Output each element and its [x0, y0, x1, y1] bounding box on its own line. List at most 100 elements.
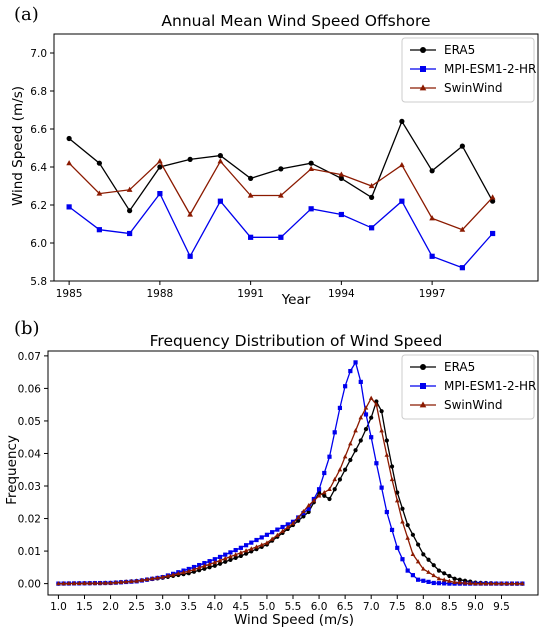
- panel-a-legend-label-1: MPI-ESM1-2-HR: [444, 62, 536, 76]
- panel-b-point-1: [421, 578, 426, 583]
- panel-a-point-1: [459, 265, 465, 271]
- panel-b-point-2: [108, 580, 113, 585]
- panel-b-point-0: [202, 566, 207, 571]
- panel-b-point-1: [442, 581, 447, 586]
- panel-a-point-1: [399, 198, 405, 204]
- panel-b-point-2: [82, 580, 87, 585]
- panel-b-point-0: [296, 518, 301, 523]
- panel-b-point-2: [285, 524, 291, 530]
- panel-b-title: Frequency Distribution of Wind Speed: [150, 332, 443, 350]
- panel-b-point-2: [207, 561, 212, 566]
- panel-b-point-2: [238, 550, 244, 555]
- panel-b-point-2: [389, 476, 395, 482]
- panel-a-series-line-1: [68, 192, 494, 269]
- panel-b-point-2: [61, 581, 66, 586]
- panel-b-frame: [47, 350, 539, 596]
- panel-a-point-2: [459, 226, 466, 232]
- panel-a-point-1: [490, 230, 496, 237]
- panel-b-point-0: [217, 561, 223, 566]
- panel-b-point-2: [473, 581, 478, 586]
- panel-b-point-2: [353, 428, 358, 433]
- panel-a-point-2: [338, 171, 345, 177]
- panel-b-point-0: [436, 568, 442, 573]
- panel-b-point-2: [452, 579, 457, 584]
- panel-b-point-2: [191, 566, 197, 572]
- panel-b-point-2: [348, 441, 353, 446]
- panel-b-point-2: [509, 581, 515, 586]
- panel-b-point-1: [389, 527, 395, 533]
- panel-b-series: [56, 360, 525, 586]
- panel-a-point-2: [187, 211, 193, 217]
- panel-a-ylabel: Wind Speed (m/s): [10, 86, 26, 206]
- panel-b-point-2: [321, 490, 327, 495]
- panel-b-legend-label-0: ERA5: [444, 360, 475, 374]
- panel-b-point-2: [405, 535, 410, 540]
- panel-a-point-0: [278, 166, 284, 172]
- panel-b-point-1: [358, 379, 363, 385]
- panel-b-xtick-label: 3.5: [180, 601, 197, 613]
- panel-b-point-2: [358, 415, 364, 420]
- panel-b-point-2: [196, 565, 202, 570]
- panel-a-point-0: [157, 164, 163, 170]
- panel-a-point-1: [369, 225, 375, 231]
- panel-a-ytick-label: 6.8: [30, 86, 47, 98]
- panel-b-point-0: [442, 571, 447, 576]
- panel-b-point-2: [436, 576, 442, 581]
- panel-b-ytick-label: 0.01: [18, 546, 41, 558]
- panel-b-point-2: [176, 571, 181, 576]
- panel-b-point-1: [207, 559, 212, 564]
- panel-b-series-line-0: [58, 399, 523, 585]
- panel-b-xtick-label: 2.5: [128, 601, 145, 613]
- panel-b-point-1: [223, 552, 228, 557]
- panel-a-point-2: [308, 165, 314, 171]
- panel-a-point-0: [459, 143, 465, 149]
- panel-b-point-0: [410, 532, 415, 537]
- panel-b-point-1: [426, 579, 431, 584]
- panel-b-point-2: [374, 402, 379, 407]
- panel-b-point-1: [238, 545, 243, 550]
- panel-b-xtick-label: 9.5: [493, 601, 510, 613]
- panel-b-ytick-label: 0.02: [18, 514, 41, 526]
- panel-b-point-2: [134, 578, 139, 583]
- panel-b-point-2: [264, 540, 270, 545]
- panel-b-point-1: [202, 561, 207, 566]
- panel-b-point-1: [322, 470, 327, 476]
- panel-a-point-2: [429, 215, 435, 221]
- panel-a-point-1: [157, 191, 163, 197]
- panel-b-point-2: [113, 580, 119, 585]
- panel-b-xtick-label: 1.0: [50, 601, 67, 613]
- panel-a-legend-box: [401, 37, 535, 103]
- panel-a-legend-marker-1: [420, 66, 426, 72]
- panel-a-point-2: [399, 161, 405, 168]
- panel-b-point-2: [431, 572, 437, 578]
- panel-b-point-0: [301, 514, 306, 519]
- panel-b-point-1: [316, 487, 322, 492]
- panel-b-point-2: [441, 577, 447, 582]
- panel-b-ytick-label: 0.04: [18, 448, 42, 460]
- panel-b-point-2: [306, 503, 311, 508]
- panel-b-point-2: [504, 581, 510, 586]
- panel-a-ytick-label: 6.4: [30, 162, 47, 174]
- panel-b-point-0: [426, 557, 431, 562]
- panel-b-xtick-label: 6.0: [311, 601, 328, 613]
- panel-a-point-0: [429, 168, 435, 174]
- panel-b-point-1: [337, 405, 343, 411]
- panel-b-point-1: [259, 535, 264, 540]
- panel-a-point-2: [278, 192, 284, 198]
- panel-b-point-1: [285, 522, 290, 527]
- panel-b-point-2: [301, 508, 306, 514]
- panel-b-point-1: [416, 577, 421, 582]
- panel-b-point-0: [384, 438, 389, 443]
- panel-b-point-2: [269, 536, 275, 541]
- panel-b-point-1: [395, 545, 400, 550]
- panel-b-xtick-label: 9.0: [467, 601, 484, 613]
- panel-b-point-1: [431, 580, 436, 586]
- panel-b-point-1: [369, 435, 374, 440]
- panel-b-point-2: [400, 519, 405, 524]
- panel-b-point-2: [97, 580, 103, 585]
- panel-a-ytick-label: 5.8: [30, 276, 47, 288]
- panel-b-point-1: [280, 524, 285, 530]
- panel-b-point-2: [217, 557, 223, 563]
- panel-b-ytick-label: 0.00: [18, 579, 41, 591]
- panel-b-point-2: [243, 548, 249, 553]
